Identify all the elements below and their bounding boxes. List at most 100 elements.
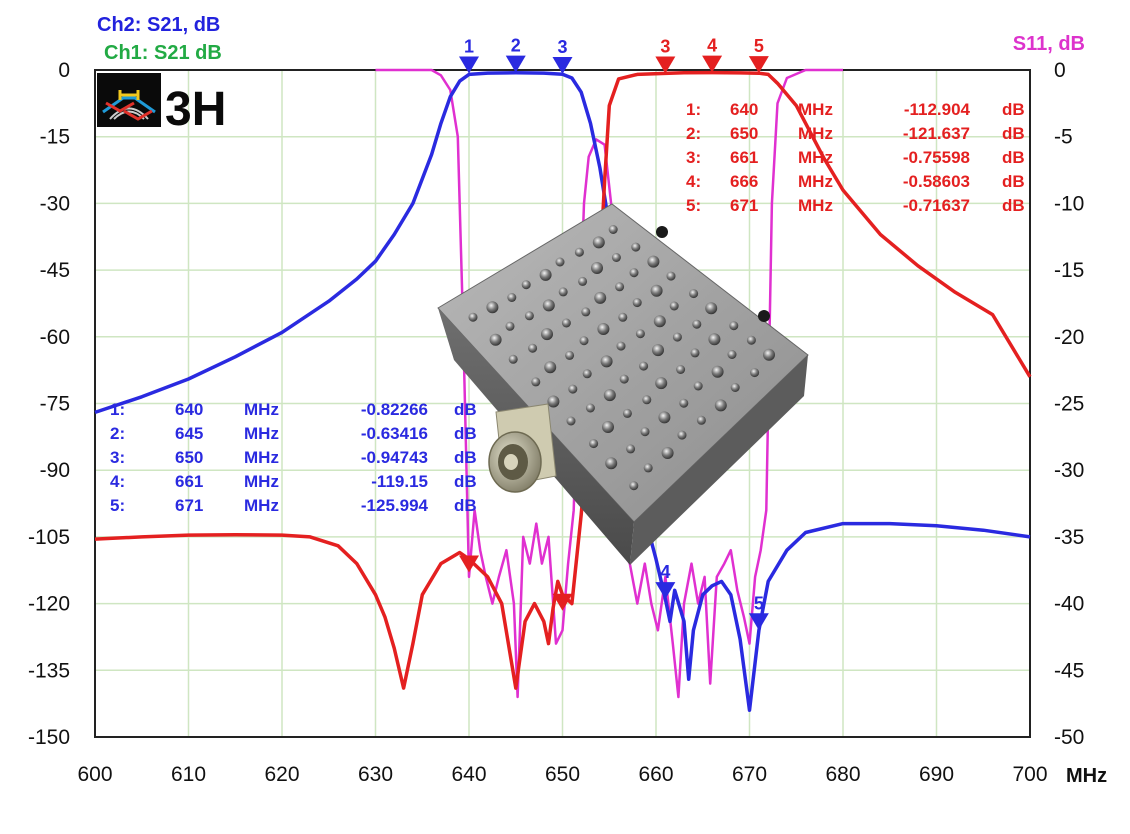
filter-screw [589, 439, 599, 449]
filter-screw [746, 335, 756, 345]
marker-row-5-cell: 5: [110, 496, 125, 515]
left-tick-label: -150 [28, 726, 70, 749]
filter-screw [600, 355, 613, 368]
marker-row-5-cell: dB [1002, 196, 1025, 215]
marker-row-4-cell: -119.15 [371, 472, 428, 491]
marker-row-4-cell: 4: [686, 172, 701, 191]
marker-row-3-cell: dB [1002, 148, 1025, 167]
filter-screw [505, 321, 515, 331]
marker-row-2-cell: 645 [175, 424, 203, 443]
marker-row-5-cell: 671 [730, 196, 758, 215]
filter-screw [635, 329, 645, 339]
left-tick-label: -120 [28, 593, 70, 616]
marker-row-2-cell: -121.637 [903, 124, 970, 143]
filter-screw [585, 403, 595, 413]
x-unit-label: MHz [1066, 765, 1107, 787]
right-axis-ticks: 0 -5 -10 -15 -20 -25 -30 -35 -40 -45 -50 [1054, 59, 1084, 749]
filter-screw [693, 381, 703, 391]
legend-ch1: Ch1: S21 dB [104, 42, 222, 64]
left-tick-label: 0 [58, 59, 70, 82]
marker-row-1-cell: MHz [244, 400, 279, 419]
logo-text: 3H [165, 83, 226, 136]
right-tick-label: -15 [1054, 259, 1084, 282]
marker-row-2-cell: -0.63416 [361, 424, 428, 443]
right-tick-label: -45 [1054, 659, 1084, 682]
filter-screw [603, 389, 616, 402]
filter-screw [669, 301, 679, 311]
filter-product-photo [437, 203, 809, 565]
filter-screw [605, 457, 618, 470]
filter-screw [653, 315, 666, 328]
marker-row-3-cell: 3: [110, 448, 125, 467]
filter-screw [639, 361, 649, 371]
marker-row-2-cell: dB [1002, 124, 1025, 143]
filter-screw [531, 377, 541, 387]
marker-pointer-label: 3 [557, 37, 567, 57]
left-tick-label: -90 [40, 459, 70, 482]
marker-row-2-cell: 2: [686, 124, 701, 143]
filter-screw [690, 348, 700, 358]
x-tick-label: 620 [264, 763, 299, 786]
filter-screw [619, 374, 629, 384]
filter-screw [565, 350, 575, 360]
marker-row-2-cell: dB [454, 424, 477, 443]
filter-screw [468, 312, 478, 322]
filter-screw [661, 447, 674, 459]
marker-row-2-cell: MHz [244, 424, 279, 443]
left-tick-label: -135 [28, 659, 70, 682]
filter-screw [528, 343, 538, 353]
filter-screw [692, 319, 702, 329]
filter-screw [507, 293, 517, 302]
filter-screw [658, 411, 671, 424]
x-axis-ticks: 600 610 620 630 640 650 660 670 680 690 700 [77, 763, 1047, 786]
marker-pointer [505, 55, 526, 73]
marker-row-1-cell: -112.904 [904, 100, 971, 119]
filter-screw [524, 311, 534, 321]
right-tick-label: -25 [1054, 393, 1084, 416]
marker-pointer [655, 56, 676, 74]
marker-row-5-cell: MHz [798, 196, 833, 215]
filter-screw [696, 415, 706, 425]
filter-screw [679, 398, 689, 408]
filter-screw [689, 289, 699, 299]
marker-row-2-cell: 650 [730, 124, 758, 143]
marker-pointer-label: 5 [754, 593, 764, 613]
filter-screw [616, 341, 626, 351]
filter-screw [521, 280, 531, 290]
series-line-2 [375, 68, 843, 699]
marker-row-2-cell: 2: [110, 424, 125, 443]
marker-row-1-cell: 640 [730, 100, 758, 119]
filter-screw [655, 377, 668, 390]
marker-pointer [748, 56, 769, 74]
filter-screw [568, 384, 578, 394]
marker-pointer [748, 613, 769, 631]
x-tick-label: 680 [825, 763, 860, 786]
x-tick-label: 610 [171, 763, 206, 786]
right-tick-label: -5 [1054, 126, 1073, 149]
filter-screw [632, 298, 642, 308]
marker-row-3-cell: -0.75598 [903, 148, 970, 167]
filter-screw [615, 282, 625, 292]
filter-screw [708, 333, 721, 346]
marker-row-3-cell: dB [454, 448, 477, 467]
filter-screw [705, 302, 718, 315]
filter-screw [647, 255, 660, 268]
x-tick-label: 600 [77, 763, 112, 786]
marker-pointer [459, 555, 479, 573]
filter-screw [561, 318, 571, 328]
filter-screw [602, 421, 614, 433]
marker-row-4-cell: -0.58603 [903, 172, 970, 191]
marker-row-1-cell: 1: [686, 100, 701, 119]
marker-row-3-cell: 3: [686, 148, 701, 167]
marker-row-5-cell: 5: [686, 196, 701, 215]
filter-screw [629, 268, 639, 278]
filter-screw [558, 287, 568, 297]
filter-screw [582, 369, 592, 379]
left-tick-label: -105 [28, 526, 70, 549]
filter-screw [729, 321, 739, 331]
marker-row-4-cell: 666 [730, 172, 758, 191]
red-marker-table: 1: 640 MHz -112.904 dB 2: 650 MHz -121.637 dB 3: 66… [686, 100, 1025, 215]
filter-screw [486, 301, 499, 314]
filter-screw [711, 365, 724, 378]
